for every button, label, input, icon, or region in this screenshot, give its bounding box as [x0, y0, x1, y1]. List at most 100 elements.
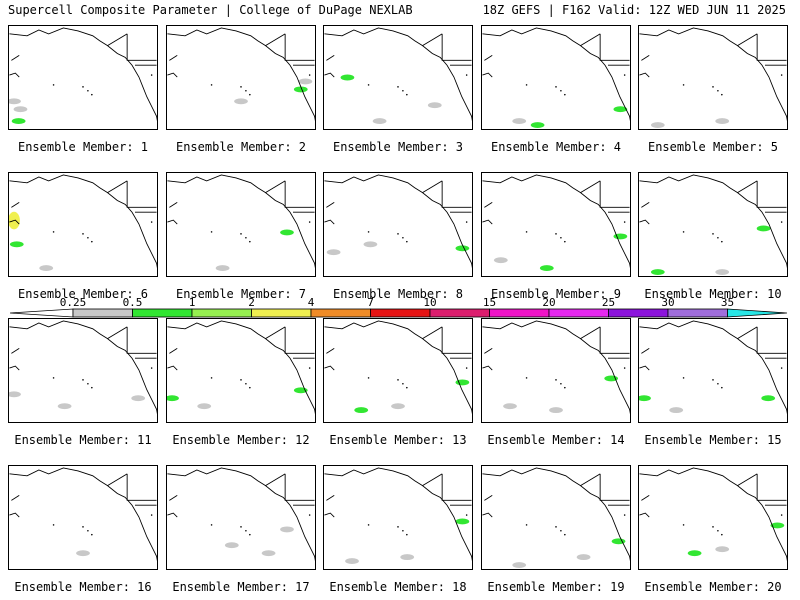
island-dot — [406, 240, 408, 243]
island-dot — [52, 377, 55, 379]
ensemble-member-map — [481, 318, 631, 423]
ensemble-member-label: Ensemble Member: 16 — [14, 580, 152, 594]
scp-contour-blob — [455, 518, 470, 525]
coastline-path — [324, 348, 335, 371]
colorbar-segment — [132, 308, 193, 318]
island-dot — [465, 74, 468, 76]
scp-contour-blob — [293, 86, 308, 93]
coastline-path — [482, 174, 630, 269]
colorbar-tick-label: 25 — [602, 296, 615, 309]
island-dot — [245, 236, 247, 239]
island-dot — [397, 379, 399, 381]
colorbar-tick-label: 15 — [483, 296, 496, 309]
island-dot — [717, 236, 719, 239]
island-dot — [525, 84, 528, 86]
ensemble-member-label: Ensemble Member: 7 — [175, 287, 307, 301]
coastline-path — [265, 326, 286, 339]
scp-contour-blob — [715, 269, 730, 275]
ensemble-member-map — [638, 25, 788, 130]
coastline-path — [107, 326, 128, 339]
island-dot — [245, 382, 247, 385]
coastline-path — [107, 33, 128, 46]
scp-contour-blob — [39, 265, 54, 272]
map-svg — [167, 320, 315, 415]
scp-contour-blob — [13, 106, 28, 113]
island-dot — [150, 367, 153, 369]
scp-contour-blob — [512, 562, 527, 568]
ensemble-member-map — [481, 25, 631, 130]
coastline-path — [639, 320, 787, 415]
coastline-path — [737, 33, 758, 46]
coastline-path — [324, 55, 335, 78]
scp-contour-blob — [613, 106, 628, 113]
island-dot — [367, 377, 370, 379]
map-svg — [167, 174, 315, 272]
island-dot — [402, 89, 404, 92]
island-dot — [465, 367, 468, 369]
island-dot — [91, 533, 93, 536]
colorbar-segment — [608, 308, 669, 318]
coastline-path — [107, 473, 128, 486]
scp-contour-blob — [715, 118, 730, 125]
coastline-path — [284, 33, 315, 61]
ensemble-member-label: Ensemble Member: 1 — [17, 140, 149, 154]
island-dot — [87, 236, 89, 239]
colorbar-left-arrow — [10, 308, 74, 318]
coastline-path — [9, 467, 157, 562]
scp-contour-blob — [9, 98, 21, 105]
colorbar-tick-label: 0.25 — [60, 296, 87, 309]
colorbar-segment — [310, 308, 371, 318]
coastline-path — [580, 33, 601, 46]
scp-contour-blob — [354, 407, 369, 414]
ensemble-member-map — [166, 465, 316, 570]
scp-contour-blob — [197, 403, 212, 410]
scp-contour-blob — [9, 391, 21, 398]
map-svg — [482, 27, 630, 128]
island-dot — [367, 231, 370, 233]
ensemble-member-map — [638, 318, 788, 423]
forecast-valid-time: 18Z GEFS | F162 Valid: 12Z WED JUN 11 20… — [482, 3, 786, 17]
scp-contour-blob — [298, 78, 313, 85]
scp-contour-blob — [11, 118, 26, 125]
scp-contour-blob — [215, 265, 230, 272]
island-dot — [465, 514, 468, 516]
island-dot — [308, 514, 311, 516]
coastline-path — [482, 55, 493, 78]
scp-contour-blob — [427, 102, 442, 109]
ensemble-member-label: Ensemble Member: 2 — [175, 140, 307, 154]
scp-contour-blob — [512, 118, 527, 125]
colorbar-segment — [72, 308, 133, 318]
island-dot — [91, 240, 93, 243]
ensemble-member-label: Ensemble Member: 11 — [14, 433, 152, 447]
colorbar-tick-label: 35 — [721, 296, 734, 309]
scp-contour-blob — [639, 395, 651, 402]
island-dot — [91, 93, 93, 96]
scp-contour-blob — [539, 265, 554, 272]
ensemble-member-map — [166, 25, 316, 130]
coastline-path — [482, 320, 630, 415]
coastline-path — [9, 55, 20, 78]
island-dot — [240, 233, 242, 235]
coastline-path — [167, 202, 178, 225]
coastline-path — [324, 467, 472, 562]
island-dot — [82, 86, 84, 88]
map-svg — [9, 320, 157, 415]
island-dot — [682, 84, 685, 86]
scp-contour-blob — [57, 403, 72, 410]
scp-contour-blob — [761, 395, 776, 402]
island-dot — [564, 533, 566, 536]
coastline-path — [482, 202, 493, 225]
scp-contour-blob — [770, 522, 785, 529]
coastline-path — [167, 320, 315, 415]
colorbar-segment — [191, 308, 252, 318]
coastline-path — [167, 348, 178, 371]
colorbar-segment — [727, 308, 788, 318]
colorbar-segment — [667, 308, 728, 318]
scp-contour-blob — [224, 542, 239, 549]
color-scale-legend: 0.25 0.5 1 2 4 7 10 15 20 25 30 35 — [10, 296, 788, 318]
island-dot — [240, 86, 242, 88]
map-svg — [324, 27, 472, 125]
colorbar-tick-label: 4 — [308, 296, 315, 309]
coastline-path — [639, 495, 650, 518]
scp-contour-blob — [669, 407, 684, 414]
